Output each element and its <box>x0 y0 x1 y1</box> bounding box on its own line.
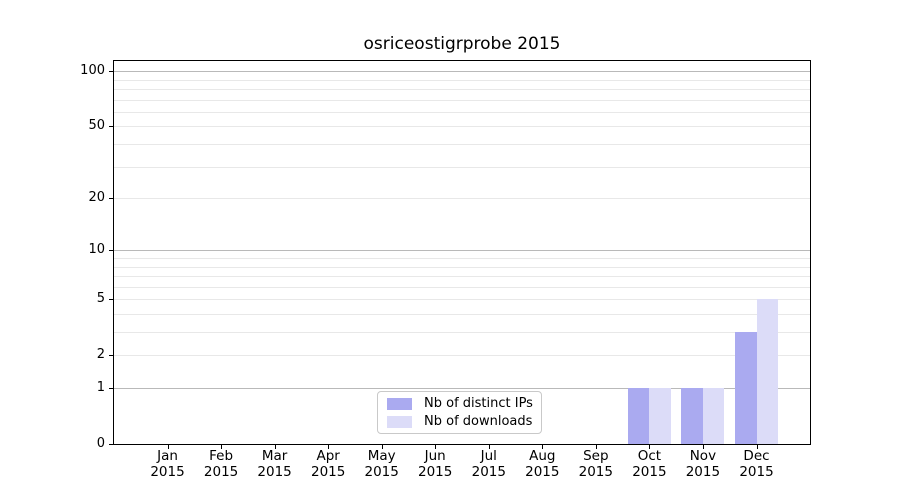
x-tick-mark <box>274 445 276 449</box>
legend-swatch-distinct-ips <box>387 397 412 410</box>
minor-gridline <box>114 99 810 101</box>
y-tick-mark <box>109 198 113 200</box>
legend-label-downloads: Nb of downloads <box>424 414 533 429</box>
x-tick-label: Jul 2015 <box>471 448 506 480</box>
y-tick-label: 0 <box>96 436 105 451</box>
x-tick-label: Aug 2015 <box>525 448 560 480</box>
major-gridline <box>114 71 810 73</box>
minor-gridline <box>114 299 810 301</box>
y-tick-mark <box>109 444 113 445</box>
minor-gridline <box>114 126 810 128</box>
minor-gridline <box>114 266 810 268</box>
bar-distinct-ips <box>681 388 703 444</box>
minor-gridline <box>114 89 810 90</box>
minor-gridline <box>114 111 810 113</box>
minor-gridline <box>114 355 810 357</box>
y-tick-label: 100 <box>80 63 105 79</box>
y-tick-label: 5 <box>96 291 105 307</box>
x-tick-label: Mar 2015 <box>257 448 292 480</box>
minor-gridline <box>114 332 810 333</box>
chart-title: osriceostigrprobe 2015 <box>363 34 561 54</box>
x-tick-mark <box>649 445 651 449</box>
x-tick-label: Apr 2015 <box>311 448 346 480</box>
y-tick-mark <box>109 71 113 73</box>
y-tick-label: 20 <box>88 190 105 206</box>
x-tick-mark <box>167 445 169 449</box>
minor-gridline <box>114 166 810 168</box>
legend-item: Nb of distinct IPs <box>387 396 541 411</box>
y-tick-mark <box>109 355 113 357</box>
minor-gridline <box>114 314 810 315</box>
x-tick-mark <box>381 445 383 449</box>
x-tick-mark <box>542 445 544 449</box>
y-tick-label: 50 <box>88 118 105 134</box>
x-tick-label: Jun 2015 <box>418 448 453 480</box>
minor-gridline <box>114 276 810 277</box>
bar-distinct-ips <box>627 388 650 444</box>
legend: Nb of distinct IPs Nb of downloads <box>377 391 542 434</box>
y-tick-label: 1 <box>96 380 105 395</box>
x-tick-mark <box>756 445 758 449</box>
minor-gridline <box>114 258 810 259</box>
x-tick-mark <box>221 445 223 449</box>
y-tick-mark <box>109 126 113 128</box>
y-tick-mark <box>109 299 113 301</box>
y-tick-label: 10 <box>88 242 105 258</box>
x-tick-label: Feb 2015 <box>203 448 239 480</box>
x-tick-label: Dec 2015 <box>739 448 774 480</box>
legend-item: Nb of downloads <box>387 414 541 429</box>
minor-gridline <box>114 79 810 81</box>
x-tick-mark <box>328 445 330 449</box>
x-tick-mark <box>488 445 490 449</box>
x-tick-label: Sep 2015 <box>578 448 613 480</box>
x-tick-label: May 2015 <box>364 448 399 480</box>
bar-distinct-ips <box>735 332 757 444</box>
x-tick-label: Nov 2015 <box>685 448 721 480</box>
y-tick-label: 2 <box>96 347 105 363</box>
minor-gridline <box>114 198 810 200</box>
minor-gridline <box>114 144 810 145</box>
x-tick-mark <box>595 445 597 449</box>
legend-label-distinct-ips: Nb of distinct IPs <box>424 396 533 411</box>
minor-gridline <box>114 286 810 288</box>
x-tick-mark <box>435 445 437 449</box>
bar-downloads <box>649 388 671 444</box>
legend-swatch-downloads <box>387 415 412 428</box>
plot-area: 0 1 2 5 10 20 50 100 Jan 2015 Feb 2015 Mar 2015 Apr… <box>80 60 811 479</box>
major-gridline <box>114 250 810 252</box>
bar-downloads <box>756 299 778 444</box>
y-tick-mark <box>109 388 113 389</box>
x-tick-label: Jan 2015 <box>150 448 185 480</box>
x-tick-label: Oct 2015 <box>632 448 667 480</box>
x-tick-mark <box>702 445 704 449</box>
y-tick-mark <box>109 250 113 252</box>
bar-downloads <box>702 388 725 444</box>
major-gridline <box>114 388 810 389</box>
